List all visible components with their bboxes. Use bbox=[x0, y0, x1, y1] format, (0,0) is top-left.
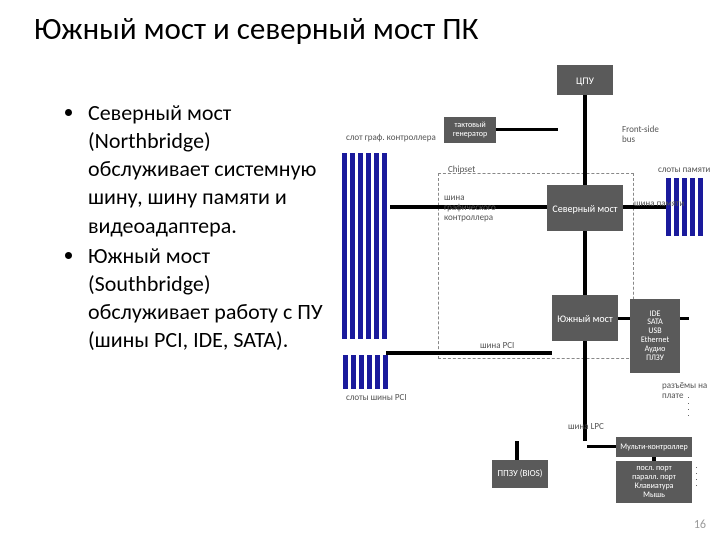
chip-io: IDE SATA USB Ethernet Аудио ПЛЗУ bbox=[630, 299, 680, 373]
gpu-slots bbox=[342, 153, 387, 339]
bullet-item: Северный мост (Northbridge) обслуживает … bbox=[86, 99, 334, 240]
label-mem_bus: шина памяти bbox=[634, 199, 684, 209]
label-gpu_bus: шина графического контроллера bbox=[444, 193, 516, 223]
connector-line bbox=[679, 317, 689, 320]
connector-line bbox=[583, 231, 587, 295]
slide-title: Южный мост и северный мост ПК bbox=[0, 0, 720, 53]
connector-line bbox=[515, 441, 519, 461]
label-lpc_bus: шина LPC bbox=[568, 422, 604, 432]
chip-cpu: ЦПУ bbox=[557, 65, 613, 95]
chip-clock: тактовый генератор bbox=[444, 117, 496, 143]
pci-slots bbox=[343, 355, 388, 389]
label-gpu_slot: слот граф. контроллера bbox=[346, 133, 436, 143]
connector-line bbox=[496, 128, 558, 131]
bullet-list: Северный мост (Northbridge) обслуживает … bbox=[24, 99, 334, 356]
label-chipset: Chipset bbox=[448, 165, 475, 175]
chip-south: Южный мост bbox=[552, 295, 618, 341]
connector-line bbox=[583, 95, 587, 185]
bullet-item: Южный мост (Southbridge) обслуживает раб… bbox=[86, 242, 334, 355]
connector-line bbox=[587, 445, 617, 448]
slide-content: Северный мост (Northbridge) обслуживает … bbox=[10, 65, 710, 530]
label-fsb: Front-side bus bbox=[622, 125, 659, 145]
page-number: 16 bbox=[694, 518, 706, 532]
port-slots bbox=[696, 467, 697, 486]
label-conn: разъёмы на плате bbox=[662, 381, 720, 401]
chip-north: Северный мост bbox=[547, 185, 623, 231]
bridge-diagram: ЦПУ тактовый генератор Северный мост Южный … bbox=[320, 65, 720, 525]
chip-ports: посл. порт паралл. порт Клавиатура Мышь bbox=[616, 461, 692, 503]
chip-super: Мульти-контроллер bbox=[616, 437, 692, 457]
label-pci_slots: слоты шины PCI bbox=[346, 393, 407, 403]
label-pci_bus: шина PCI bbox=[480, 341, 514, 351]
label-mem_slots: слоты памяти bbox=[658, 165, 710, 175]
chip-bios: ППЗУ (BIOS) bbox=[492, 460, 548, 488]
connector-line bbox=[386, 351, 552, 355]
